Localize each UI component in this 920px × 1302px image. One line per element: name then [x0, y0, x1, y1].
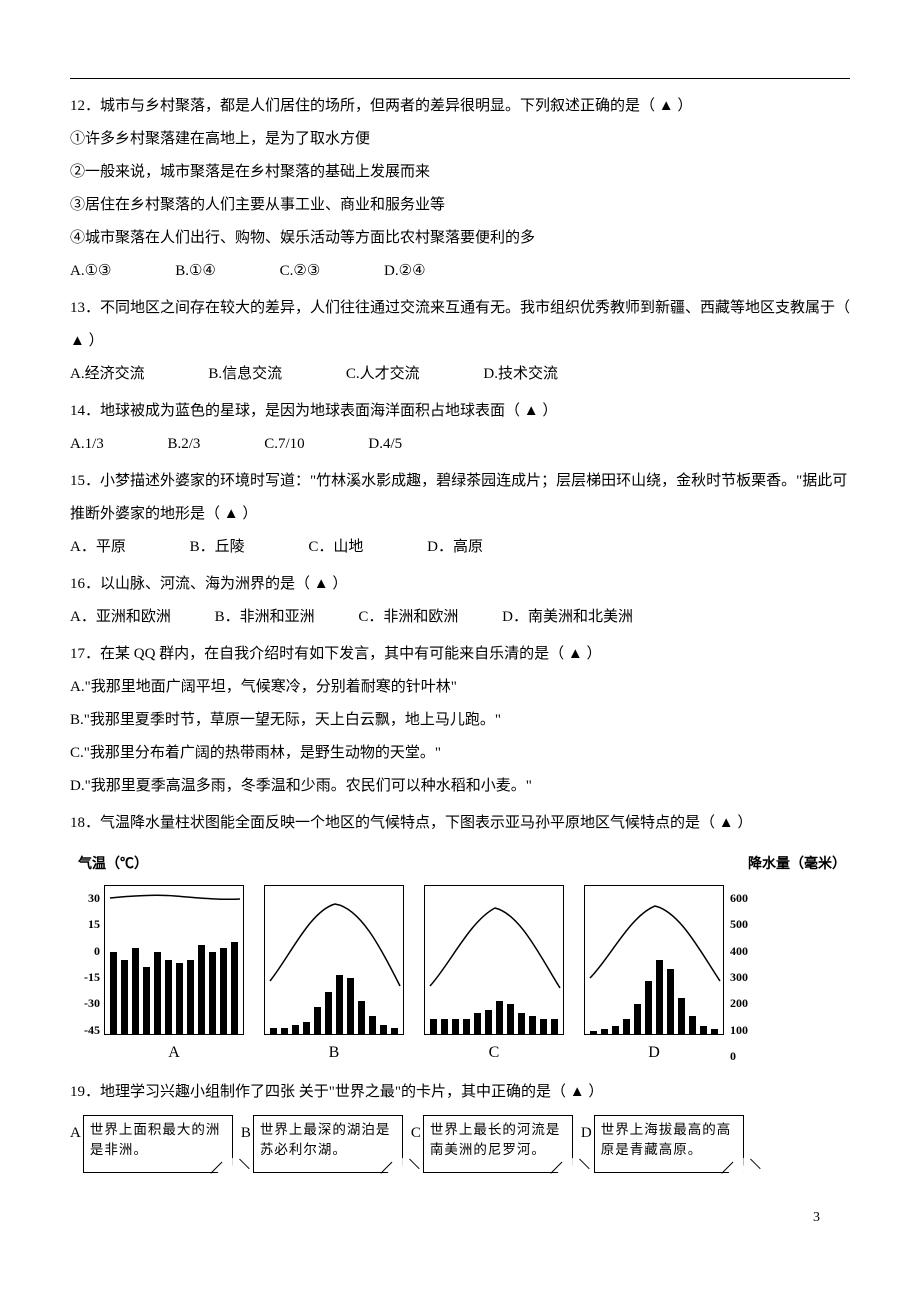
q18-stem: 18．气温降水量柱状图能全面反映一个地区的气候特点，下图表示亚马孙平原地区气候特…	[70, 807, 850, 840]
q13-opt-b: B.信息交流	[208, 358, 282, 391]
q17-opt-a: A."我那里地面广阔平坦，气候寒冷，分别着耐寒的针叶林"	[70, 671, 850, 704]
q13-stem: 13．不同地区之间存在较大的差异，人们往往通过交流来互通有无。我市组织优秀教师到…	[70, 292, 850, 358]
q12-opt-b: B.①④	[175, 255, 216, 288]
q17-opt-d: D."我那里夏季高温多雨，冬季温和少雨。农民们可以种水稻和小麦。"	[70, 770, 850, 803]
card-c-letter: C	[411, 1117, 421, 1150]
q13-opt-d: D.技术交流	[483, 358, 558, 391]
q16-options: A．亚洲和欧洲 B．非洲和亚洲 C．非洲和欧洲 D．南美洲和北美洲	[70, 601, 850, 634]
question-19: 19．地理学习兴趣小组制作了四张 关于"世界之最"的卡片，其中正确的是（ ▲ ）…	[70, 1076, 850, 1174]
q12-s2: ②一般来说，城市聚落是在乡村聚落的基础上发展而来	[70, 156, 850, 189]
q16-opt-c: C．非洲和欧洲	[358, 601, 458, 634]
card-c-text: 世界上最长的河流是南美洲的尼罗河。	[430, 1122, 561, 1157]
q19-cards: A 世界上面积最大的洲是非洲。 B 世界上最深的湖泊是苏必利尔湖。 C 世界上最…	[70, 1115, 850, 1174]
card-d: 世界上海拔最高的高原是青藏高原。	[594, 1115, 744, 1174]
chart-panels	[104, 885, 724, 1035]
q12-opt-d: D.②④	[384, 255, 425, 288]
q16-opt-a: A．亚洲和欧洲	[70, 601, 171, 634]
q15-opt-b: B．丘陵	[190, 531, 245, 564]
card-a-wrap: A 世界上面积最大的洲是非洲。	[70, 1115, 233, 1174]
climate-chart: 气温（℃） 降水量（毫米） 30150-15-30-45 60050040030…	[70, 850, 850, 1070]
q12-stem: 12．城市与乡村聚落，都是人们居住的场所，但两者的差异很明显。下列叙述正确的是（…	[70, 90, 850, 123]
q12-opt-a: A.①③	[70, 255, 111, 288]
q16-opt-b: B．非洲和亚洲	[215, 601, 315, 634]
q15-opt-a: A．平原	[70, 531, 126, 564]
card-a-letter: A	[70, 1117, 81, 1150]
q16-opt-d: D．南美洲和北美洲	[502, 601, 633, 634]
card-a: 世界上面积最大的洲是非洲。	[83, 1115, 233, 1174]
page-number: 3	[70, 1203, 850, 1234]
q12-options: A.①③ B.①④ C.②③ D.②④	[70, 255, 850, 288]
q16-stem: 16．以山脉、河流、海为洲界的是（ ▲ ）	[70, 568, 850, 601]
q14-stem: 14．地球被成为蓝色的星球，是因为地球表面海洋面积占地球表面（ ▲ ）	[70, 395, 850, 428]
question-16: 16．以山脉、河流、海为洲界的是（ ▲ ） A．亚洲和欧洲 B．非洲和亚洲 C．…	[70, 568, 850, 634]
q15-opt-d: D．高原	[427, 531, 483, 564]
q15-opt-c: C．山地	[308, 531, 363, 564]
q14-opt-a: A.1/3	[70, 428, 104, 461]
card-b-text: 世界上最深的湖泊是苏必利尔湖。	[260, 1122, 391, 1157]
q13-opt-c: C.人才交流	[346, 358, 420, 391]
q14-opt-b: B.2/3	[168, 428, 201, 461]
chart-y-left: 30150-15-30-45	[70, 885, 100, 1035]
chart-panel-D	[584, 885, 724, 1035]
q17-stem: 17．在某 QQ 群内，在自我介绍时有如下发言，其中有可能来自乐清的是（ ▲ ）	[70, 638, 850, 671]
q14-options: A.1/3 B.2/3 C.7/10 D.4/5	[70, 428, 850, 461]
q14-opt-c: C.7/10	[264, 428, 304, 461]
q15-options: A．平原 B．丘陵 C．山地 D．高原	[70, 531, 850, 564]
q12-s1: ①许多乡村聚落建在高地上，是为了取水方便	[70, 123, 850, 156]
card-b-wrap: B 世界上最深的湖泊是苏必利尔湖。	[241, 1115, 403, 1174]
card-d-wrap: D 世界上海拔最高的高原是青藏高原。	[581, 1115, 744, 1174]
q12-opt-c: C.②③	[280, 255, 321, 288]
chart-y-right: 6005004003002001000	[730, 885, 764, 1035]
q12-s3: ③居住在乡村聚落的人们主要从事工业、商业和服务业等	[70, 189, 850, 222]
question-15: 15．小梦描述外婆家的环境时写道："竹林溪水影成趣，碧绿茶园连成片；层层梯田环山…	[70, 465, 850, 564]
chart-right-title: 降水量（毫米）	[748, 850, 846, 881]
card-d-text: 世界上海拔最高的高原是青藏高原。	[601, 1122, 732, 1157]
q15-stem: 15．小梦描述外婆家的环境时写道："竹林溪水影成趣，碧绿茶园连成片；层层梯田环山…	[70, 465, 850, 531]
card-b-letter: B	[241, 1117, 251, 1150]
question-17: 17．在某 QQ 群内，在自我介绍时有如下发言，其中有可能来自乐清的是（ ▲ ）…	[70, 638, 850, 803]
q19-stem: 19．地理学习兴趣小组制作了四张 关于"世界之最"的卡片，其中正确的是（ ▲ ）	[70, 1076, 850, 1109]
chart-panel-C	[424, 885, 564, 1035]
q17-opt-c: C."我那里分布着广阔的热带雨林，是野生动物的天堂。"	[70, 737, 850, 770]
q12-s4: ④城市聚落在人们出行、购物、娱乐活动等方面比农村聚落要便利的多	[70, 222, 850, 255]
chart-panel-A	[104, 885, 244, 1035]
card-b: 世界上最深的湖泊是苏必利尔湖。	[253, 1115, 403, 1174]
q17-opt-b: B."我那里夏季时节，草原一望无际，天上白云飘，地上马儿跑。"	[70, 704, 850, 737]
card-a-text: 世界上面积最大的洲是非洲。	[90, 1122, 221, 1157]
card-c-wrap: C 世界上最长的河流是南美洲的尼罗河。	[411, 1115, 573, 1174]
chart-panel-B	[264, 885, 404, 1035]
q14-opt-d: D.4/5	[368, 428, 402, 461]
header-rule	[70, 78, 850, 79]
q13-opt-a: A.经济交流	[70, 358, 145, 391]
q13-options: A.经济交流 B.信息交流 C.人才交流 D.技术交流	[70, 358, 850, 391]
chart-left-title: 气温（℃）	[78, 850, 148, 881]
question-14: 14．地球被成为蓝色的星球，是因为地球表面海洋面积占地球表面（ ▲ ） A.1/…	[70, 395, 850, 461]
question-12: 12．城市与乡村聚落，都是人们居住的场所，但两者的差异很明显。下列叙述正确的是（…	[70, 90, 850, 288]
question-18: 18．气温降水量柱状图能全面反映一个地区的气候特点，下图表示亚马孙平原地区气候特…	[70, 807, 850, 840]
card-d-letter: D	[581, 1117, 592, 1150]
card-c: 世界上最长的河流是南美洲的尼罗河。	[423, 1115, 573, 1174]
question-13: 13．不同地区之间存在较大的差异，人们往往通过交流来互通有无。我市组织优秀教师到…	[70, 292, 850, 391]
